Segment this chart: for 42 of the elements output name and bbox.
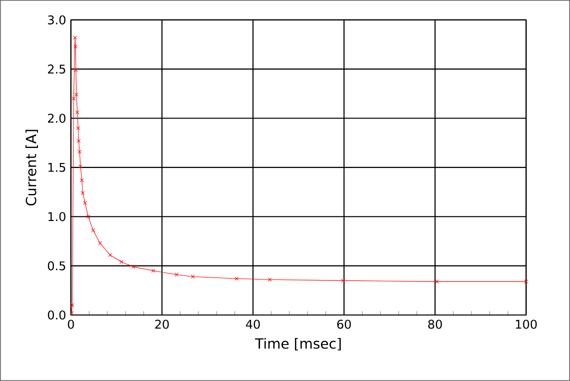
point [80, 191, 85, 196]
y-axis-title: Current [A] [26, 130, 38, 206]
point [190, 274, 195, 279]
point [234, 276, 239, 281]
point [119, 260, 124, 264]
point [70, 303, 74, 308]
y-tick-label: 1.5 [48, 163, 66, 172]
point [131, 264, 136, 269]
x-tick-label: 20 [155, 320, 169, 329]
point [108, 253, 112, 257]
point [174, 272, 178, 277]
point [80, 178, 84, 182]
x-tick-label: 60 [337, 320, 351, 329]
point [72, 96, 76, 101]
point [75, 110, 80, 114]
x-axis-title: Time [msec] [255, 338, 341, 350]
point [151, 268, 156, 273]
point [83, 200, 88, 205]
point [74, 68, 78, 72]
y-tick-label: 0.5 [48, 261, 66, 270]
point [434, 280, 439, 284]
point [91, 228, 96, 232]
point [341, 278, 346, 283]
x-tick-label: 80 [428, 320, 442, 329]
y-tick-label: 0.0 [48, 310, 66, 320]
point [76, 126, 80, 130]
point [86, 214, 90, 219]
point [74, 92, 78, 97]
point [78, 164, 82, 168]
point [73, 36, 77, 40]
y-tick-label: 2.0 [48, 114, 66, 123]
x-tick-label: 0 [68, 320, 74, 329]
x-tick-label: 40 [246, 320, 260, 329]
y-tick-label: 1.0 [48, 212, 66, 222]
y-tick-label: 2.5 [48, 64, 66, 74]
y-tick-label: 3.0 [48, 15, 66, 24]
point [78, 150, 82, 154]
point [268, 278, 272, 282]
point [74, 44, 78, 48]
x-tick-label: 100 [516, 320, 537, 329]
point [98, 241, 102, 246]
point [76, 138, 81, 143]
